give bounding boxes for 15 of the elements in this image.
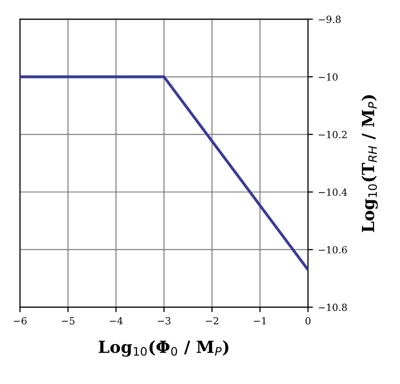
y-tick-label: −10.4 bbox=[318, 188, 348, 196]
y-axis-title: Log$_{10}$(T$_{RH}$ / M$_{P}$) bbox=[361, 95, 378, 232]
x-tick-label: −1 bbox=[254, 317, 266, 324]
x-tick-label: −3 bbox=[158, 317, 170, 324]
x-tick-label: −5 bbox=[62, 317, 74, 324]
y-tick-label: −10.8 bbox=[318, 304, 347, 312]
x-tick-label: 0 bbox=[306, 317, 310, 324]
y-tick-label: −10 bbox=[318, 73, 338, 81]
x-tick-label: −2 bbox=[206, 317, 218, 324]
x-tick-label: −6 bbox=[14, 317, 27, 324]
y-tick-label: −10.2 bbox=[318, 130, 347, 138]
x-tick-label: −4 bbox=[110, 317, 123, 324]
y-tick-label: −9.8 bbox=[318, 16, 341, 24]
x-axis-title: Log$_{10}$(Φ$_{0}$ / M$_{P}$) bbox=[98, 340, 228, 357]
y-tick-label: −10.6 bbox=[318, 246, 347, 254]
